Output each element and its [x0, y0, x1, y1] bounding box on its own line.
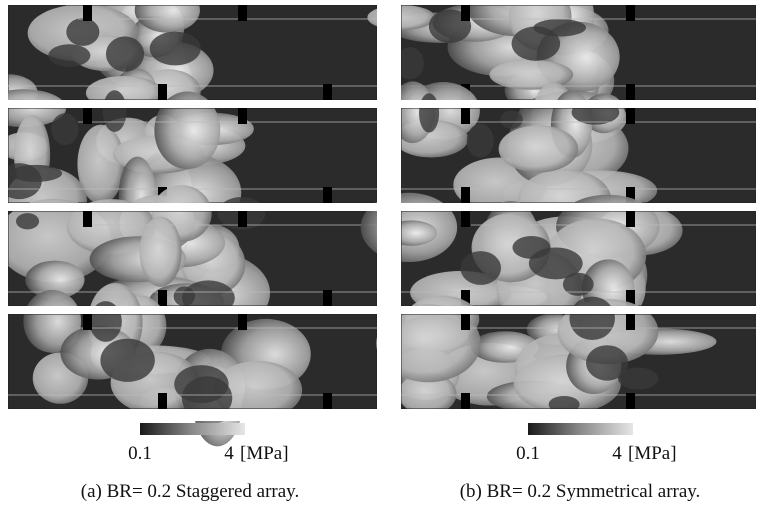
shadow-region [149, 31, 201, 66]
caption: (a) BR= 0.2 Staggered array. [81, 481, 299, 502]
obstacle [461, 108, 470, 124]
shadow-region [395, 47, 424, 80]
shadow-region [586, 345, 629, 381]
obstacle [626, 5, 635, 21]
obstacle [626, 108, 635, 124]
obstacle [626, 393, 635, 409]
gap [377, 0, 401, 420]
obstacle [158, 84, 167, 100]
shadow-region [100, 338, 155, 382]
obstacle [158, 393, 167, 409]
shadow-region [500, 110, 523, 129]
obstacle [461, 290, 470, 306]
obstacle [238, 314, 247, 330]
obstacle [323, 84, 332, 100]
colorbar-min: 0.1 [516, 443, 540, 464]
pressure-region [498, 125, 579, 173]
pressure-region [213, 360, 303, 420]
obstacle [238, 211, 247, 227]
shadow-region [466, 123, 494, 158]
gap [756, 0, 761, 420]
pressure-region [23, 290, 82, 353]
shadow-region [66, 18, 100, 46]
pressure-region [25, 260, 85, 299]
colorbar-min: 0.1 [128, 443, 152, 464]
obstacle [83, 5, 92, 21]
shadow-region [460, 251, 502, 285]
colorbar-max: 4 [224, 443, 234, 464]
shadow-region [9, 164, 63, 182]
obstacle [323, 187, 332, 203]
obstacle [626, 314, 635, 330]
shadow-region [48, 44, 91, 67]
obstacle [626, 187, 635, 203]
colorbar-unit: [MPa] [240, 443, 289, 464]
obstacle [626, 211, 635, 227]
colorbar [528, 423, 633, 435]
caption: (b) BR= 0.2 Symmetrical array. [460, 481, 701, 502]
shadow-region [51, 113, 79, 146]
pressure-region [134, 0, 200, 33]
obstacle [461, 187, 470, 203]
pressure-region [77, 124, 125, 204]
obstacle [461, 314, 470, 330]
pressure-region [489, 59, 574, 90]
shadow-region [569, 296, 615, 341]
colorbar [140, 423, 245, 435]
panels [0, 0, 761, 447]
obstacle [323, 290, 332, 306]
shadow-region [102, 90, 127, 132]
shadow-region [419, 93, 440, 133]
gap [0, 0, 8, 420]
obstacle [83, 314, 92, 330]
shadow-region [173, 286, 195, 307]
pressure-region [154, 91, 221, 170]
shadow-region [174, 365, 229, 404]
shadow-region [528, 247, 583, 280]
shadow-region [511, 26, 561, 61]
obstacle [83, 211, 92, 227]
obstacle [461, 393, 470, 409]
obstacle [238, 5, 247, 21]
shadow-region [105, 36, 145, 72]
shadow-region [617, 367, 659, 390]
colorbar-unit: [MPa] [628, 443, 677, 464]
shadow-region [562, 272, 594, 296]
obstacle [626, 84, 635, 100]
obstacle [238, 108, 247, 124]
pressure-region [398, 372, 457, 415]
obstacle [83, 108, 92, 124]
pressure-region [139, 216, 182, 287]
pressure-region [376, 304, 481, 383]
colorbar-max: 4 [612, 443, 622, 464]
obstacle [158, 290, 167, 306]
obstacle [461, 5, 470, 21]
obstacle [461, 211, 470, 227]
obstacle [626, 290, 635, 306]
obstacle [323, 393, 332, 409]
shadow-region [428, 9, 472, 44]
shadow-region [16, 213, 40, 230]
